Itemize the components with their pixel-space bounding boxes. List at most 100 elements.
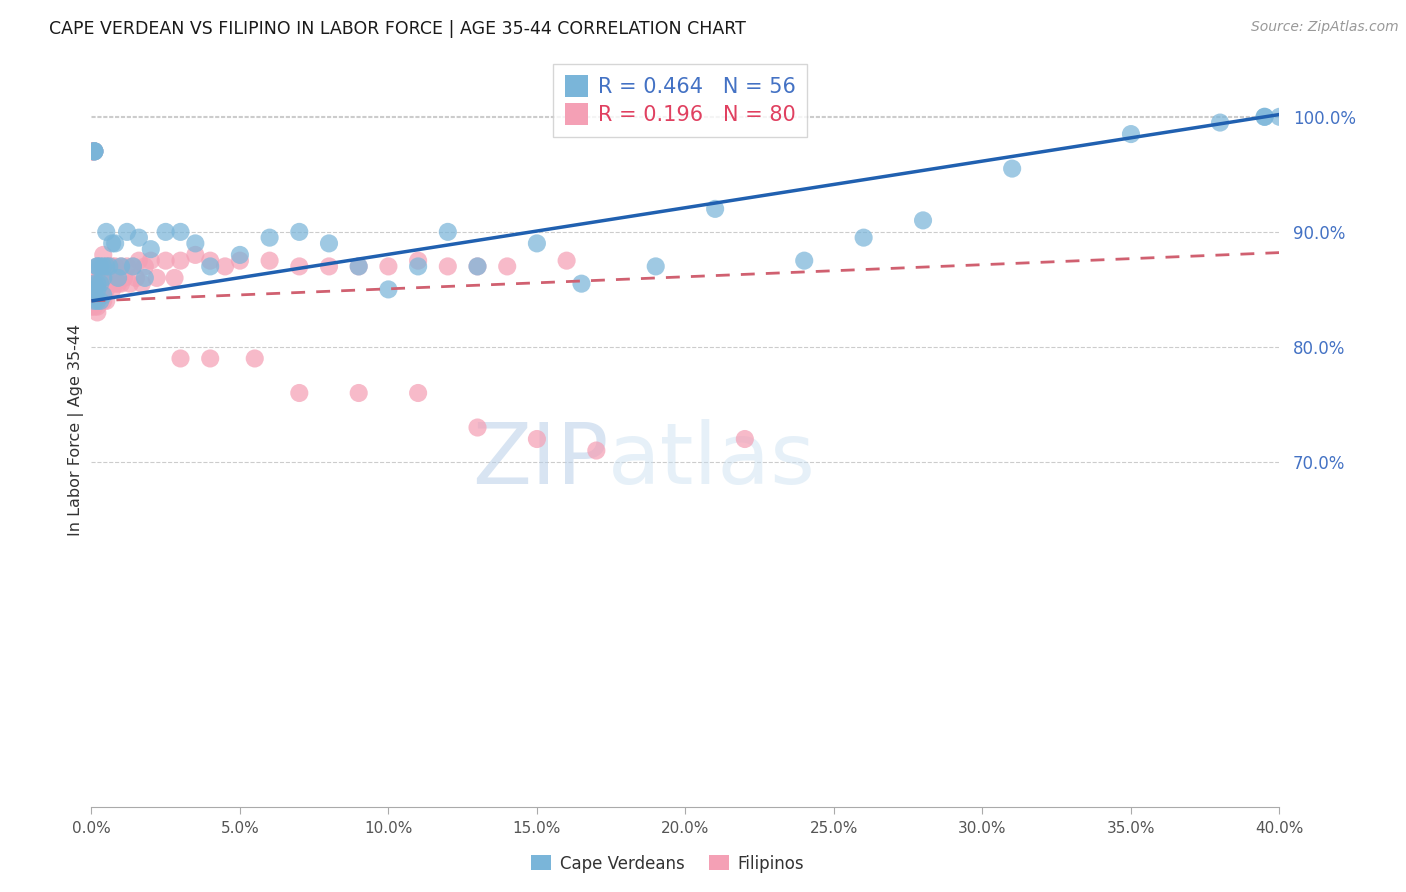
Point bbox=[86, 260, 108, 274]
Point bbox=[145, 271, 167, 285]
Point bbox=[169, 225, 191, 239]
Point bbox=[139, 253, 162, 268]
Point bbox=[86, 277, 108, 291]
Point bbox=[86, 277, 108, 291]
Point bbox=[436, 225, 458, 239]
Point bbox=[89, 277, 111, 291]
Point bbox=[406, 260, 429, 274]
Point bbox=[80, 277, 103, 291]
Point bbox=[125, 271, 148, 285]
Point bbox=[80, 293, 103, 308]
Point bbox=[80, 145, 103, 159]
Point bbox=[122, 260, 145, 274]
Point bbox=[128, 253, 150, 268]
Point bbox=[259, 253, 281, 268]
Point bbox=[107, 271, 129, 285]
Point bbox=[96, 271, 118, 285]
Point bbox=[585, 443, 607, 458]
Point bbox=[98, 277, 121, 291]
Point bbox=[91, 260, 114, 274]
Point bbox=[80, 300, 103, 314]
Point bbox=[96, 293, 118, 308]
Point bbox=[229, 248, 252, 262]
Point bbox=[110, 260, 132, 274]
Point bbox=[214, 260, 236, 274]
Text: atlas: atlas bbox=[609, 419, 817, 502]
Point bbox=[91, 293, 114, 308]
Point bbox=[86, 260, 108, 274]
Point bbox=[80, 145, 103, 159]
Point bbox=[134, 260, 156, 274]
Point bbox=[83, 282, 105, 296]
Point bbox=[91, 248, 114, 262]
Point bbox=[91, 277, 114, 291]
Point bbox=[89, 271, 111, 285]
Point bbox=[89, 260, 111, 274]
Y-axis label: In Labor Force | Age 35-44: In Labor Force | Age 35-44 bbox=[69, 325, 84, 536]
Point bbox=[83, 293, 105, 308]
Point bbox=[83, 145, 105, 159]
Point bbox=[91, 288, 114, 302]
Point bbox=[1253, 110, 1275, 124]
Point bbox=[83, 277, 105, 291]
Point bbox=[288, 260, 311, 274]
Point bbox=[83, 145, 105, 159]
Point bbox=[89, 293, 111, 308]
Point bbox=[852, 230, 875, 244]
Point bbox=[91, 271, 114, 285]
Point bbox=[89, 293, 111, 308]
Point bbox=[139, 242, 162, 256]
Point bbox=[1209, 115, 1232, 129]
Point bbox=[83, 282, 105, 296]
Point bbox=[200, 351, 222, 366]
Point bbox=[288, 386, 311, 401]
Point bbox=[347, 260, 370, 274]
Point bbox=[118, 277, 141, 291]
Point bbox=[83, 145, 105, 159]
Point bbox=[436, 260, 458, 274]
Point bbox=[86, 271, 108, 285]
Point bbox=[110, 260, 132, 274]
Point bbox=[155, 253, 177, 268]
Point bbox=[1253, 110, 1275, 124]
Point bbox=[96, 225, 118, 239]
Point bbox=[1119, 127, 1142, 141]
Point bbox=[644, 260, 666, 274]
Point bbox=[1001, 161, 1024, 176]
Point bbox=[101, 282, 124, 296]
Point bbox=[526, 236, 548, 251]
Point bbox=[101, 236, 124, 251]
Point bbox=[83, 277, 105, 291]
Point bbox=[128, 230, 150, 244]
Point bbox=[200, 253, 222, 268]
Point bbox=[104, 277, 127, 291]
Point bbox=[83, 145, 105, 159]
Point bbox=[347, 260, 370, 274]
Point bbox=[793, 253, 815, 268]
Point bbox=[377, 282, 399, 296]
Point bbox=[86, 282, 108, 296]
Point bbox=[86, 293, 108, 308]
Point bbox=[98, 260, 121, 274]
Point bbox=[243, 351, 266, 366]
Text: CAPE VERDEAN VS FILIPINO IN LABOR FORCE | AGE 35-44 CORRELATION CHART: CAPE VERDEAN VS FILIPINO IN LABOR FORCE … bbox=[49, 20, 747, 37]
Point bbox=[496, 260, 519, 274]
Point bbox=[80, 282, 103, 296]
Point bbox=[89, 288, 111, 302]
Point bbox=[134, 271, 156, 285]
Point bbox=[347, 386, 370, 401]
Point bbox=[318, 236, 340, 251]
Point bbox=[86, 282, 108, 296]
Point bbox=[110, 277, 132, 291]
Point bbox=[184, 236, 207, 251]
Point bbox=[86, 260, 108, 274]
Point bbox=[89, 277, 111, 291]
Point bbox=[83, 288, 105, 302]
Text: ZIP: ZIP bbox=[471, 419, 609, 502]
Point bbox=[734, 432, 756, 446]
Point bbox=[104, 236, 127, 251]
Point bbox=[115, 225, 138, 239]
Point bbox=[98, 260, 121, 274]
Point bbox=[555, 253, 578, 268]
Point bbox=[911, 213, 934, 227]
